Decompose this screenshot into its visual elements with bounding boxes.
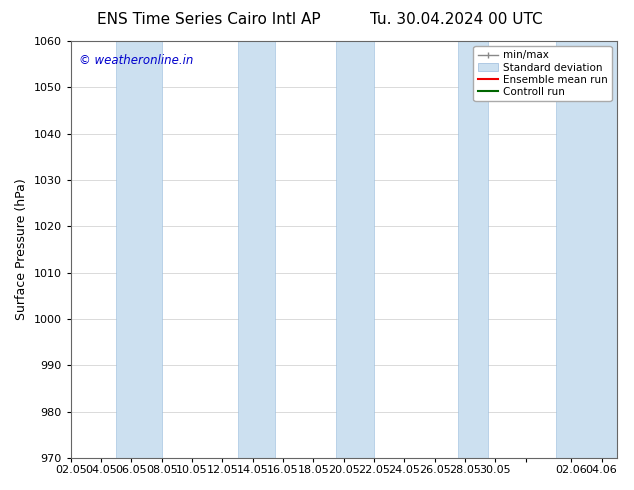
Text: Tu. 30.04.2024 00 UTC: Tu. 30.04.2024 00 UTC: [370, 12, 543, 27]
Legend: min/max, Standard deviation, Ensemble mean run, Controll run: min/max, Standard deviation, Ensemble me…: [474, 46, 612, 101]
Bar: [116, 41, 162, 458]
Bar: [238, 41, 276, 458]
Y-axis label: Surface Pressure (hPa): Surface Pressure (hPa): [15, 179, 28, 320]
Bar: [556, 41, 617, 458]
Text: © weatheronline.in: © weatheronline.in: [79, 53, 193, 67]
Bar: [458, 41, 488, 458]
Bar: [336, 41, 374, 458]
Text: ENS Time Series Cairo Intl AP: ENS Time Series Cairo Intl AP: [98, 12, 321, 27]
